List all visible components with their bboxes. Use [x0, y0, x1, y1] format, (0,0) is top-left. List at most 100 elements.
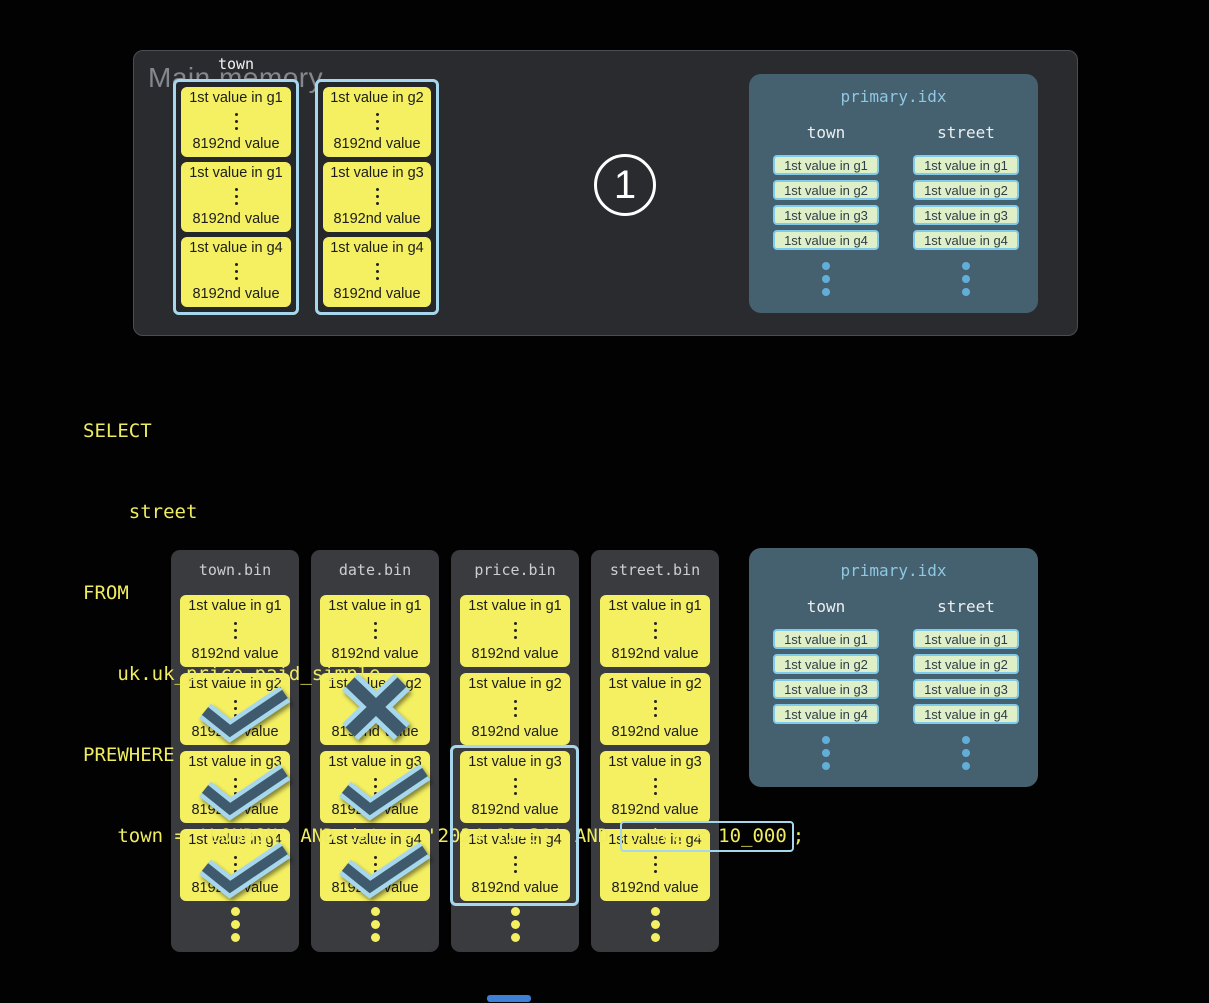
granule-first-value: 1st value in g1: [608, 598, 702, 614]
ellipsis-icon: [913, 736, 1019, 770]
ellipsis-icon: [233, 621, 237, 639]
ellipsis-icon: [653, 777, 657, 795]
index-entry: 1st value in g2: [773, 180, 879, 200]
index-entry: 1st value in g4: [773, 230, 879, 250]
primary-index-panel: primary.idx town street 1st value in g1 …: [749, 548, 1038, 787]
ellipsis-icon: [233, 777, 237, 795]
granule-cell: 1st value in g2 8192nd value: [460, 673, 570, 745]
index-entry: 1st value in g2: [913, 654, 1019, 674]
granule-first-value: 1st value in g4: [328, 832, 422, 848]
bin-granules: 1st value in g1 8192nd value 1st value i…: [600, 595, 710, 901]
index-entry: 1st value in g4: [913, 230, 1019, 250]
index-entry: 1st value in g1: [913, 629, 1019, 649]
granule-cell: 1st value in g3 8192nd value: [460, 751, 570, 823]
ellipsis-icon: [513, 621, 517, 639]
ellipsis-icon: [373, 777, 377, 795]
sql-statement-terminator: ;: [792, 825, 805, 847]
granule-last-value: 8192nd value: [471, 646, 559, 662]
progress-bar[interactable]: [487, 995, 531, 1002]
granule-first-value: 1st value in g1: [189, 165, 283, 181]
ellipsis-icon: [513, 855, 517, 873]
granule-first-value: 1st value in g4: [189, 240, 283, 256]
index-entry: 1st value in g3: [773, 679, 879, 699]
cross-mark-icon: [342, 673, 410, 741]
bin-file-panel-town: town.bin 1st value in g1 8192nd value 1s…: [171, 550, 299, 952]
sql-query: SELECT street FROM uk.uk_price_paid_simp…: [83, 364, 804, 904]
granule-cell: 1st value in g4 8192nd value: [600, 829, 710, 901]
ellipsis-icon: [653, 855, 657, 873]
granule-cell: 1st value in g3 8192nd value: [323, 162, 431, 232]
sql-line: town = 'LONDON' AND date > '2024-12-31' …: [83, 821, 805, 852]
granule-cell: 1st value in g3 8192nd value: [600, 751, 710, 823]
index-entry: 1st value in g4: [773, 704, 879, 724]
granule-last-value: 8192nd value: [611, 802, 699, 818]
granule-cell: 1st value in g1 8192nd value: [460, 595, 570, 667]
ellipsis-icon: [773, 262, 879, 296]
granule-last-value: 8192nd value: [331, 646, 419, 662]
ellipsis-icon: [375, 262, 379, 280]
check-mark-icon: [199, 686, 291, 743]
sql-line: FROM: [83, 582, 129, 604]
loaded-granule-stack: 1st value in g2 8192nd value 1st value i…: [315, 79, 439, 315]
check-mark-icon: [339, 764, 431, 821]
bin-file-panel-date: date.bin 1st value in g1 8192nd value 1s…: [311, 550, 439, 952]
granule-first-value: 1st value in g1: [189, 90, 283, 106]
bin-file-panel-price: price.bin 1st value in g1 8192nd value 1…: [451, 550, 579, 952]
index-entries-town: 1st value in g1 1st value in g2 1st valu…: [773, 155, 879, 250]
bin-file-title: price.bin: [474, 561, 556, 579]
ellipsis-icon: [233, 855, 237, 873]
granule-first-value: 1st value in g4: [188, 832, 282, 848]
sql-highlighted-predicate: price < 10_000: [619, 821, 794, 852]
granule-last-value: 8192nd value: [611, 880, 699, 896]
index-entries-street: 1st value in g1 1st value in g2 1st valu…: [913, 629, 1019, 724]
ellipsis-icon: [311, 907, 439, 942]
ellipsis-icon: [591, 907, 719, 942]
index-column-header-street: street: [937, 597, 995, 616]
granule-cell: 1st value in g1 8192nd value: [181, 162, 291, 232]
index-entry: 1st value in g2: [773, 654, 879, 674]
ellipsis-icon: [653, 699, 657, 717]
ellipsis-icon: [375, 112, 379, 130]
granule-last-value: 8192nd value: [471, 880, 559, 896]
granule-last-value: 8192nd value: [192, 211, 280, 227]
check-mark-icon: [199, 842, 291, 899]
granule-last-value: 8192nd value: [471, 802, 559, 818]
ellipsis-icon: [375, 187, 379, 205]
bin-file-panel-street: street.bin 1st value in g1 8192nd value …: [591, 550, 719, 952]
index-entry: 1st value in g1: [773, 629, 879, 649]
ellipsis-icon: [373, 855, 377, 873]
ellipsis-icon: [373, 621, 377, 639]
check-mark-icon: [339, 842, 431, 899]
granule-first-value: 1st value in g4: [468, 832, 562, 848]
granule-first-value: 1st value in g1: [328, 598, 422, 614]
ellipsis-icon: [513, 699, 517, 717]
check-mark-icon: [199, 764, 291, 821]
primary-index-title: primary.idx: [840, 87, 947, 106]
granule-first-value: 1st value in g4: [330, 240, 424, 256]
ellipsis-icon: [451, 907, 579, 942]
ellipsis-icon: [513, 777, 517, 795]
index-entries-town: 1st value in g1 1st value in g2 1st valu…: [773, 629, 879, 724]
granule-last-value: 8192nd value: [333, 136, 421, 152]
ellipsis-icon: [234, 112, 238, 130]
granule-cell: 1st value in g1 8192nd value: [600, 595, 710, 667]
granule-last-value: 8192nd value: [192, 286, 280, 302]
index-entry: 1st value in g4: [913, 704, 1019, 724]
index-entries-street: 1st value in g1 1st value in g2 1st valu…: [913, 155, 1019, 250]
bin-file-title: date.bin: [338, 561, 412, 579]
granule-last-value: 8192nd value: [611, 646, 699, 662]
ellipsis-icon: [773, 736, 879, 770]
granule-last-value: 8192nd value: [611, 724, 699, 740]
sql-line: PREWHERE: [83, 744, 175, 766]
granule-cell: 1st value in g2 8192nd value: [600, 673, 710, 745]
primary-index-title: primary.idx: [840, 561, 947, 580]
index-entry: 1st value in g3: [913, 205, 1019, 225]
ellipsis-icon: [234, 187, 238, 205]
granule-first-value: 1st value in g1: [188, 598, 282, 614]
granule-last-value: 8192nd value: [191, 646, 279, 662]
granule-last-value: 8192nd value: [333, 211, 421, 227]
ellipsis-icon: [234, 262, 238, 280]
index-column-header-street: street: [937, 123, 995, 142]
index-entry: 1st value in g1: [913, 155, 1019, 175]
granule-last-value: 8192nd value: [333, 286, 421, 302]
